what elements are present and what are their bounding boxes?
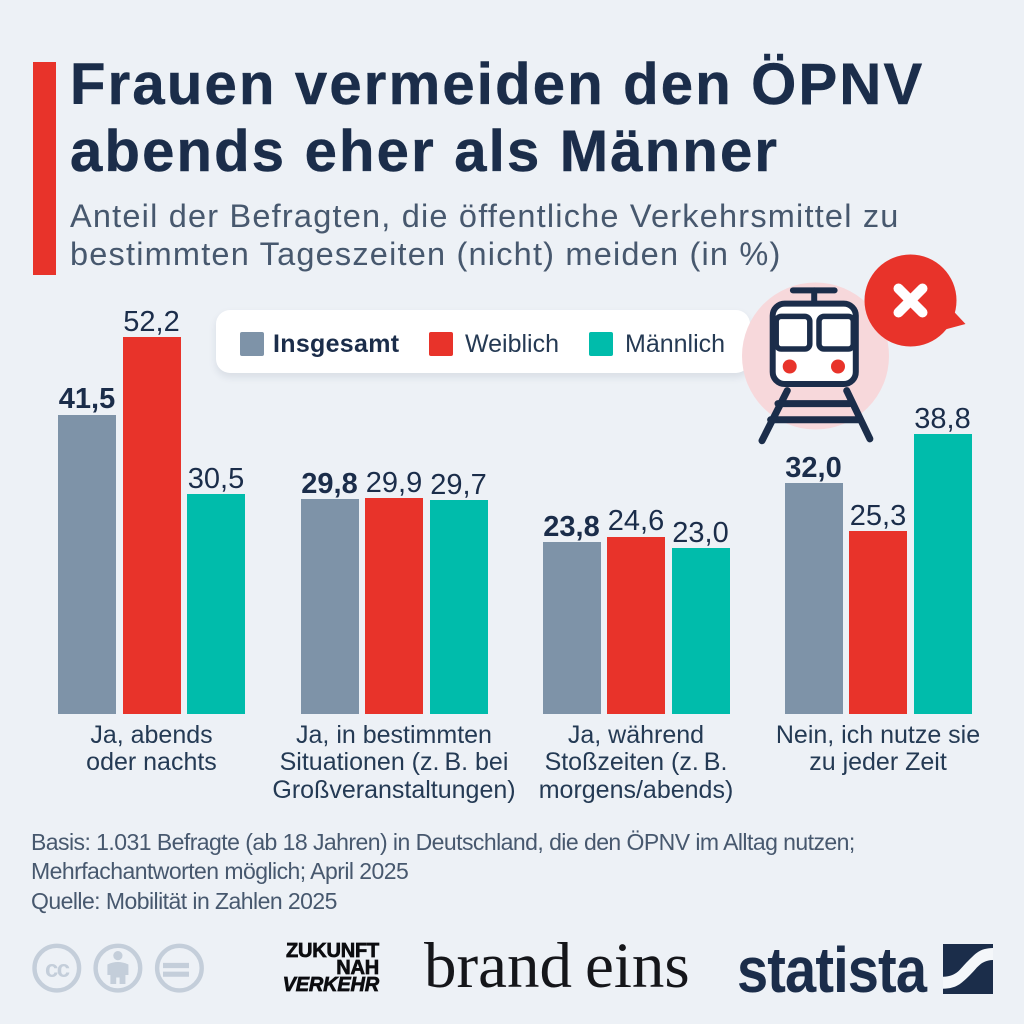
svg-text:cc: cc (45, 956, 70, 983)
